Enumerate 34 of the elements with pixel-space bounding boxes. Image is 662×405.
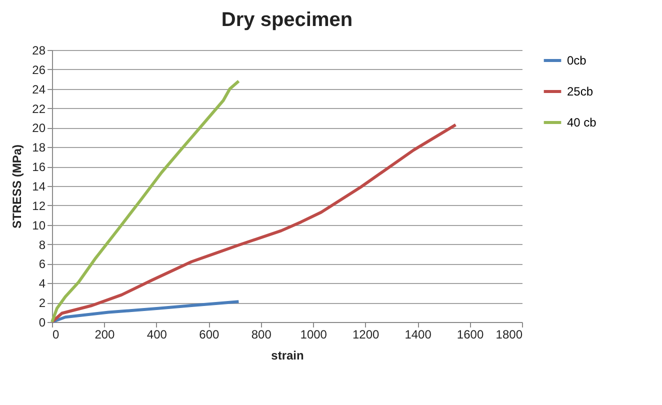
y-tick-label: 2: [38, 296, 46, 310]
legend-label: 40 cb: [567, 116, 597, 130]
y-tick-label: 8: [38, 238, 46, 252]
x-axis-title: strain: [271, 348, 304, 362]
legend-label: 25cb: [567, 84, 594, 98]
x-tick-label: 600: [199, 328, 220, 342]
y-tick-label: 24: [32, 82, 46, 96]
x-tick-label: 400: [146, 328, 168, 342]
x-tick-label: 1200: [352, 328, 380, 342]
x-tick-label: 800: [251, 328, 272, 342]
y-tick-label: 18: [32, 140, 46, 155]
y-tick-label: 16: [32, 160, 46, 174]
line-series: [50, 300, 240, 324]
line-series: [50, 123, 458, 324]
y-tick-label: 12: [32, 198, 46, 213]
y-tick-label: 6: [38, 257, 46, 272]
y-axis-title: STRESS (MPa): [10, 144, 24, 229]
y-tick-label: 14: [32, 180, 46, 194]
y-tick-label: 28: [32, 44, 46, 58]
legend-label: 0cb: [567, 54, 587, 68]
x-tick-label: 1000: [300, 328, 328, 342]
line-series: [50, 80, 240, 324]
x-tick-label: 0: [52, 328, 60, 342]
chart-title: Dry specimen: [221, 9, 353, 31]
x-tick-label: 200: [94, 328, 116, 342]
y-tick-label: 0: [38, 316, 46, 330]
y-tick-label: 10: [32, 218, 46, 232]
x-tick-label: 1400: [404, 328, 432, 342]
x-tick-label: 1600: [456, 328, 484, 342]
y-tick-label: 22: [32, 102, 46, 116]
y-tick-label: 4: [38, 276, 46, 291]
y-tick-label: 20: [32, 121, 46, 136]
y-tick-label: 26: [32, 62, 46, 77]
x-tick-label: 1800: [496, 328, 523, 342]
